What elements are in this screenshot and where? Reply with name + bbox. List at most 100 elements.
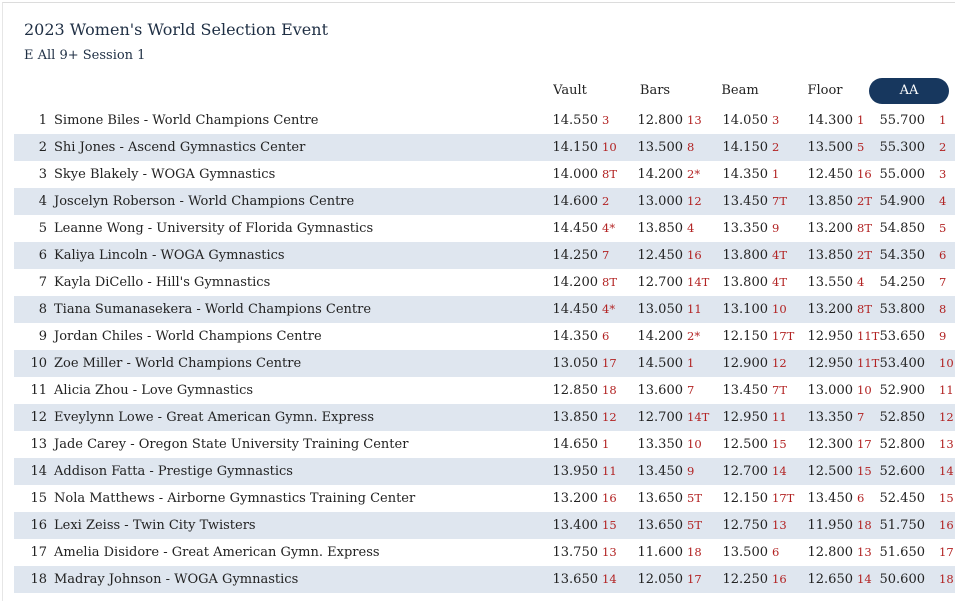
table-row: 2 Shi Jones - Ascend Gymnastics Center 14.… [14,134,955,161]
beam-score: 12.150 [722,491,769,506]
athlete-name: Joscelyn Roberson - World Champions Cent… [54,194,355,209]
aa-score: 52.600 [879,464,926,479]
column-header-row: Vault Bars Beam Floor AA [0,78,957,106]
floor-score: 13.450 [807,491,854,506]
vault-place: 12 [602,410,617,424]
aa-score: 53.650 [879,329,926,344]
floor-place: 8T [857,302,872,316]
vault-score: 13.200 [552,491,599,506]
floor-place: 10 [857,383,872,397]
bars-score: 12.700 [637,410,684,425]
bars-place: 4 [687,221,695,235]
aa-score: 54.350 [879,248,926,263]
bars-score: 11.600 [637,545,684,560]
rank-cell: 14 [30,464,47,479]
beam-place: 4T [772,248,787,262]
vault-place: 15 [602,518,617,532]
athlete-name: Simone Biles - World Champions Centre [54,113,319,128]
floor-score: 12.500 [807,464,854,479]
aa-place: 8 [939,302,947,316]
aa-place: 14 [939,464,954,478]
column-header-beam[interactable]: Beam [721,83,759,98]
beam-score: 13.800 [722,275,769,290]
table-row: 13 Jade Carey - Oregon State University T… [14,431,955,458]
beam-score: 14.350 [722,167,769,182]
vault-place: 6 [602,329,610,343]
aa-score: 55.000 [879,167,926,182]
vault-score: 14.350 [552,329,599,344]
beam-score: 13.500 [722,545,769,560]
aa-place: 16 [939,518,954,532]
beam-place: 7T [772,383,787,397]
table-row: 16 Lexi Zeiss - Twin City Twisters 13.400 1… [14,512,955,539]
floor-place: 15 [857,464,872,478]
rank-cell: 10 [30,356,47,371]
vault-score: 13.400 [552,518,599,533]
beam-score: 13.350 [722,221,769,236]
floor-score: 12.300 [807,437,854,452]
bars-score: 13.000 [637,194,684,209]
beam-score: 13.450 [722,194,769,209]
table-row: 9 Jordan Chiles - World Champions Centre 1… [14,323,955,350]
aa-place: 9 [939,329,947,343]
floor-score: 13.200 [807,221,854,236]
vault-place: 8T [602,275,617,289]
column-header-bars[interactable]: Bars [639,83,671,98]
rank-cell: 17 [30,545,47,560]
rank-cell: 9 [38,329,47,344]
vault-place: 4* [602,221,616,235]
rank-cell: 13 [30,437,47,452]
aa-place: 7 [939,275,947,289]
bars-score: 13.650 [637,491,684,506]
column-header-aa[interactable]: AA [869,78,949,104]
floor-score: 14.300 [807,113,854,128]
bars-place: 13 [687,113,702,127]
aa-score: 52.850 [879,410,926,425]
beam-score: 13.100 [722,302,769,317]
rank-cell: 5 [38,221,47,236]
athlete-name: Jade Carey - Oregon State University Tra… [54,437,409,452]
beam-place: 4T [772,275,787,289]
beam-place: 9 [772,221,780,235]
vault-score: 14.450 [552,221,599,236]
aa-score: 55.300 [879,140,926,155]
column-header-floor[interactable]: Floor [807,83,843,98]
aa-place: 1 [939,113,947,127]
rank-cell: 12 [30,410,47,425]
bars-score: 13.350 [637,437,684,452]
rank-cell: 16 [30,518,47,533]
session-subtitle: E All 9+ Session 1 [24,48,146,63]
column-header-vault[interactable]: Vault [553,83,587,98]
floor-place: 14 [857,572,872,586]
vault-score: 13.850 [552,410,599,425]
floor-score: 13.200 [807,302,854,317]
bars-place: 17 [687,572,702,586]
vault-place: 17 [602,356,617,370]
athlete-name: Addison Fatta - Prestige Gymnastics [54,464,293,479]
vault-place: 10 [602,140,617,154]
athlete-name: Tiana Sumanasekera - World Champions Cen… [54,302,372,317]
vault-place: 18 [602,383,617,397]
aa-score: 52.800 [879,437,926,452]
floor-place: 11T [857,329,880,343]
bars-place: 11 [687,302,702,316]
vault-score: 13.650 [552,572,599,587]
bars-place: 5T [687,491,702,505]
bars-place: 10 [687,437,702,451]
athlete-name: Jordan Chiles - World Champions Centre [54,329,322,344]
table-row: 18 Madray Johnson - WOGA Gymnastics 13.650… [14,566,955,593]
athlete-name: Amelia Disidore - Great American Gymn. E… [54,545,380,560]
bars-place: 2* [687,329,701,343]
bars-place: 14T [687,275,710,289]
beam-score: 14.050 [722,113,769,128]
rank-cell: 15 [30,491,47,506]
athlete-name: Lexi Zeiss - Twin City Twisters [54,518,256,533]
vault-score: 13.050 [552,356,599,371]
table-row: 15 Nola Matthews - Airborne Gymnastics Tr… [14,485,955,512]
vault-score: 13.950 [552,464,599,479]
floor-score: 12.800 [807,545,854,560]
bars-place: 9 [687,464,695,478]
vault-score: 13.750 [552,545,599,560]
bars-place: 5T [687,518,702,532]
vault-place: 4* [602,302,616,316]
